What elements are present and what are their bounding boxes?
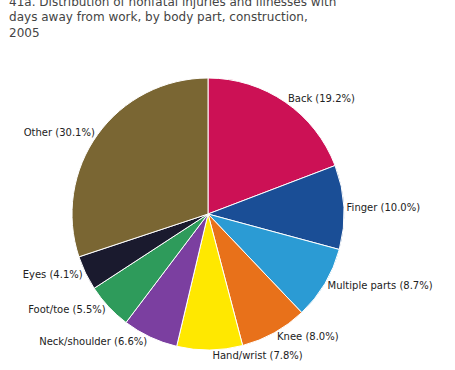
svg-text:Eyes (4.1%): Eyes (4.1%) xyxy=(23,269,83,280)
svg-text:41a. Distribution of nonfatal: 41a. Distribution of nonfatal injuries a… xyxy=(9,0,336,40)
svg-text:Foot/toe (5.5%): Foot/toe (5.5%) xyxy=(28,304,106,315)
svg-text:Finger (10.0%): Finger (10.0%) xyxy=(347,202,421,213)
svg-text:Hand/wrist (7.8%): Hand/wrist (7.8%) xyxy=(212,350,302,361)
svg-text:Back (19.2%): Back (19.2%) xyxy=(288,93,355,104)
svg-text:Knee (8.0%): Knee (8.0%) xyxy=(277,331,339,342)
svg-text:Other (30.1%): Other (30.1%) xyxy=(24,127,95,138)
svg-text:Multiple parts (8.7%): Multiple parts (8.7%) xyxy=(328,280,433,291)
svg-text:Neck/shoulder (6.6%): Neck/shoulder (6.6%) xyxy=(39,336,147,347)
